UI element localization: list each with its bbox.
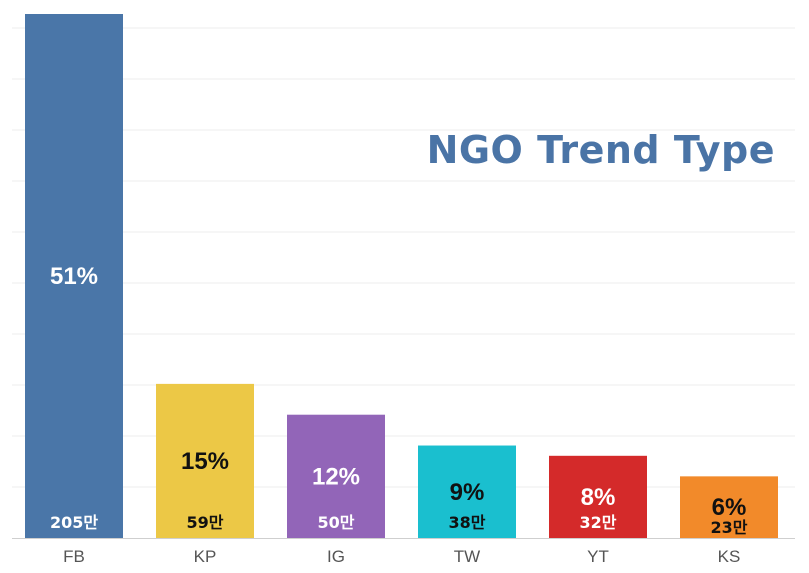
percent-label: 51%: [50, 263, 98, 290]
count-label: 59만: [187, 513, 224, 532]
x-tick-label: FB: [63, 547, 85, 566]
bar-tw: [418, 445, 516, 538]
x-tick-label: YT: [587, 547, 609, 566]
percent-label: 9%: [450, 479, 485, 506]
x-tick-label: TW: [454, 547, 480, 566]
percent-label: 8%: [581, 484, 616, 511]
x-tick-label: IG: [327, 547, 345, 566]
count-label: 205만: [50, 513, 98, 532]
percent-label: 12%: [312, 463, 360, 490]
chart-title: NGO Trend Type: [426, 128, 775, 172]
x-tick-label: KP: [194, 547, 217, 566]
count-label: 50만: [318, 513, 355, 532]
bar-ks: [680, 476, 778, 538]
count-label: 32만: [580, 513, 617, 532]
bar-fb: [25, 14, 123, 538]
count-label: 23만: [711, 518, 748, 537]
bar-yt: [549, 455, 647, 538]
bar-kp: [156, 383, 254, 538]
bar-ig: [287, 414, 385, 538]
x-tick-label: KS: [718, 547, 741, 566]
count-label: 38만: [449, 513, 486, 532]
percent-label: 15%: [181, 448, 229, 475]
percent-label: 6%: [712, 494, 747, 521]
